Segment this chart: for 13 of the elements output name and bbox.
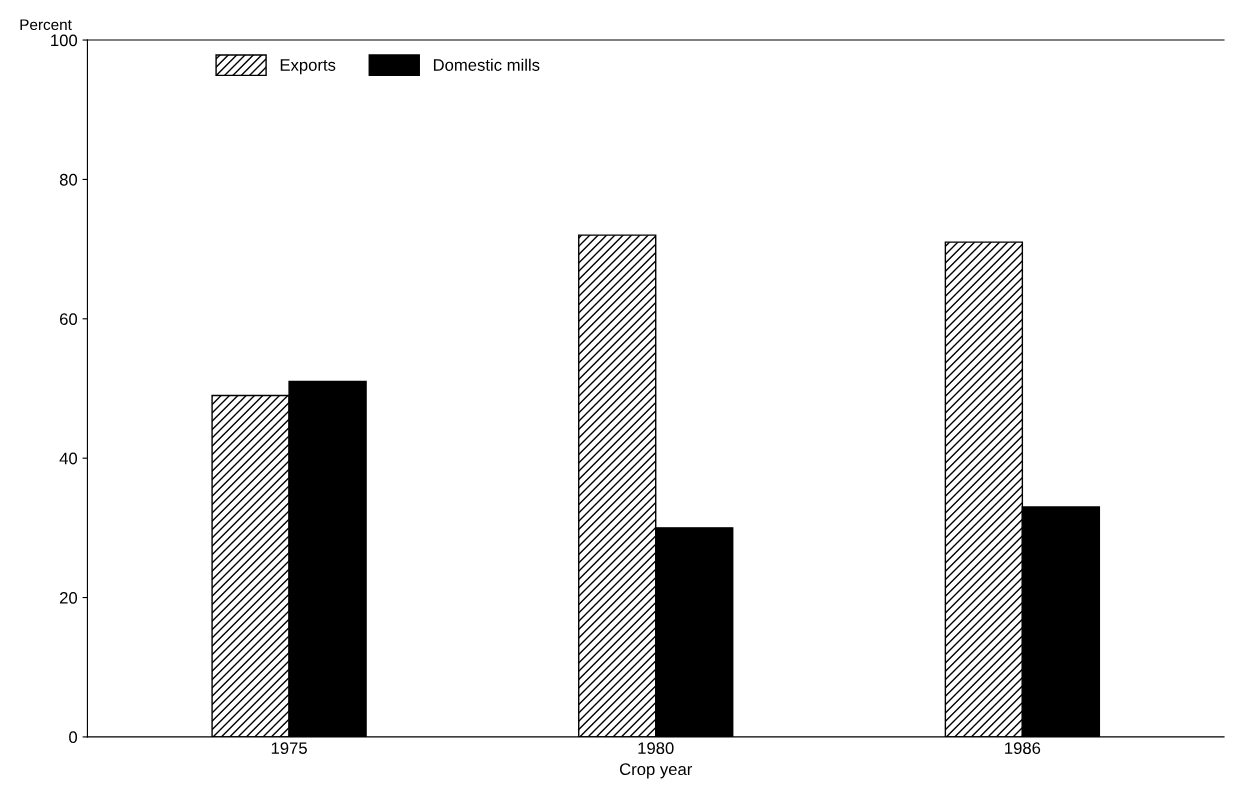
- y-tick-label: 20: [60, 591, 78, 604]
- x-axis-title: Crop year: [619, 763, 693, 779]
- y-tick-label: 60: [60, 313, 78, 325]
- x-tick-label: 1980: [638, 742, 674, 755]
- legend-label: Exports: [280, 59, 336, 75]
- y-axis-title: Percent: [20, 19, 72, 31]
- y-tick-label: 40: [59, 452, 78, 465]
- x-tick-label: 1986: [1005, 742, 1041, 755]
- legend-label: Domestic mills: [433, 58, 540, 71]
- y-tick-label: 0: [69, 731, 78, 744]
- y-tick-label: 80: [59, 173, 78, 186]
- x-tick-label: 1975: [271, 742, 307, 755]
- y-tick-label: 100: [51, 34, 78, 47]
